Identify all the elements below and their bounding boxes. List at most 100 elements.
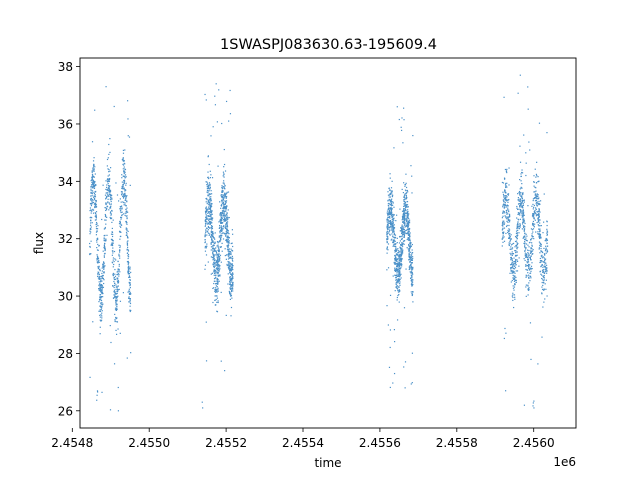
data-point xyxy=(207,223,210,225)
data-point xyxy=(518,265,520,267)
data-point xyxy=(406,205,408,207)
data-point xyxy=(503,236,505,238)
data-point xyxy=(112,273,114,275)
data-point xyxy=(229,89,231,92)
data-point xyxy=(219,230,221,233)
data-point xyxy=(212,263,214,265)
data-point xyxy=(110,196,112,199)
data-point xyxy=(386,219,388,221)
data-point xyxy=(90,205,93,207)
data-point xyxy=(209,206,212,208)
data-point xyxy=(223,203,225,206)
data-point xyxy=(104,247,106,249)
data-point xyxy=(226,240,228,242)
data-point xyxy=(523,221,526,223)
data-point xyxy=(525,265,527,267)
data-point xyxy=(395,262,397,265)
data-point xyxy=(209,198,211,200)
data-point xyxy=(123,171,125,173)
data-point xyxy=(404,201,407,204)
data-point xyxy=(96,223,98,225)
data-point xyxy=(538,208,540,211)
data-point xyxy=(503,195,505,197)
data-point xyxy=(210,225,213,227)
data-point xyxy=(391,190,393,192)
data-point xyxy=(221,227,223,229)
data-point xyxy=(502,221,504,223)
data-point xyxy=(122,184,124,186)
data-point xyxy=(502,193,505,195)
data-point xyxy=(391,226,393,228)
data-point xyxy=(228,263,230,265)
data-point xyxy=(218,274,220,277)
data-point xyxy=(534,209,536,212)
data-point xyxy=(523,242,525,245)
data-point xyxy=(396,266,398,268)
data-point xyxy=(95,199,97,202)
data-point xyxy=(397,294,399,297)
data-point xyxy=(510,281,512,283)
data-point xyxy=(541,251,543,253)
data-point xyxy=(527,289,529,291)
data-point xyxy=(516,238,518,240)
data-point xyxy=(226,264,228,267)
data-point xyxy=(543,274,545,277)
data-point xyxy=(506,213,508,215)
data-point xyxy=(386,210,389,212)
data-point xyxy=(225,224,227,226)
data-point xyxy=(521,172,524,174)
data-point xyxy=(215,252,218,254)
data-point xyxy=(208,221,210,223)
data-point xyxy=(206,209,208,211)
data-point xyxy=(204,222,207,224)
data-point xyxy=(208,190,210,192)
data-point xyxy=(396,254,398,256)
data-point xyxy=(213,287,215,289)
data-point xyxy=(524,235,526,237)
data-point xyxy=(386,232,388,234)
data-point xyxy=(123,196,125,198)
data-point xyxy=(206,197,208,200)
data-point xyxy=(531,250,534,252)
data-point xyxy=(543,301,545,303)
data-point xyxy=(529,280,531,282)
data-point xyxy=(231,279,233,281)
data-point xyxy=(409,236,411,238)
data-point xyxy=(127,271,129,273)
data-point xyxy=(206,191,208,193)
data-point xyxy=(391,221,393,223)
x-tick-label: 2.4548 xyxy=(51,436,93,450)
data-point xyxy=(524,242,526,244)
data-point xyxy=(108,195,110,197)
data-point xyxy=(215,247,217,249)
data-point xyxy=(521,210,523,212)
data-point xyxy=(514,240,517,243)
data-point xyxy=(409,268,411,270)
data-point xyxy=(121,185,123,188)
data-point xyxy=(232,273,234,275)
data-point xyxy=(399,256,401,258)
data-point xyxy=(386,238,388,240)
data-point xyxy=(216,297,219,299)
data-point xyxy=(502,225,504,227)
data-point xyxy=(116,285,118,287)
data-point xyxy=(121,214,123,216)
data-point xyxy=(541,281,543,284)
data-point xyxy=(534,193,537,195)
data-point xyxy=(214,265,216,267)
data-point xyxy=(224,200,227,202)
data-point xyxy=(501,222,504,224)
data-point xyxy=(397,248,399,250)
data-point xyxy=(392,222,394,224)
data-point xyxy=(212,231,214,234)
data-point xyxy=(112,285,114,287)
data-point xyxy=(402,226,404,229)
data-point xyxy=(513,261,516,263)
data-point xyxy=(99,326,101,328)
data-point xyxy=(228,262,230,264)
data-point xyxy=(527,265,530,267)
data-point xyxy=(107,175,109,177)
data-point xyxy=(516,251,518,253)
data-point xyxy=(222,210,224,213)
data-point xyxy=(218,280,220,282)
